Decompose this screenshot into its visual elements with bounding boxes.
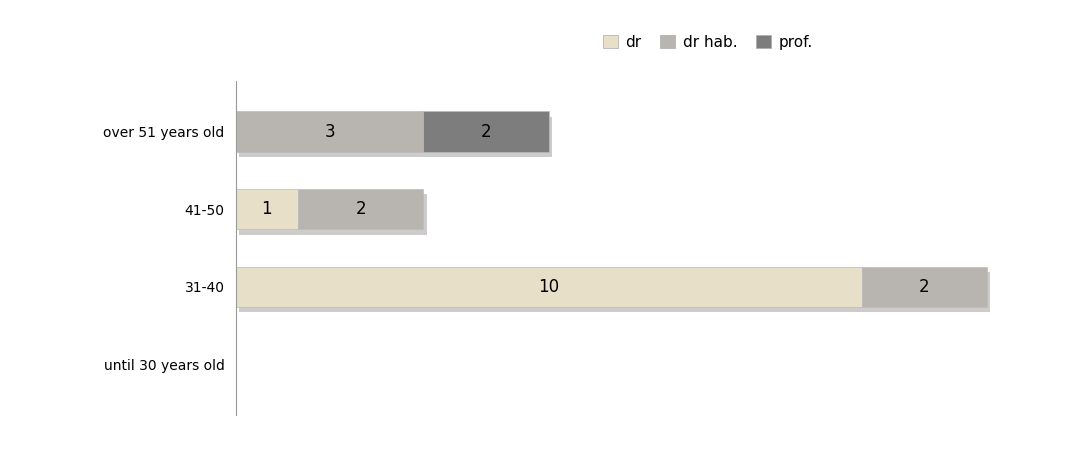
Text: 2: 2 <box>481 123 492 141</box>
Bar <box>239 194 426 235</box>
Text: 1: 1 <box>261 200 272 218</box>
Bar <box>239 272 990 313</box>
Bar <box>862 267 987 307</box>
Bar <box>423 111 548 152</box>
Text: 3: 3 <box>325 123 335 141</box>
Text: 2: 2 <box>919 278 930 296</box>
Bar <box>236 111 423 152</box>
Bar <box>236 267 862 307</box>
Bar <box>236 189 298 230</box>
Bar <box>298 189 423 230</box>
Bar <box>239 117 552 157</box>
Text: 2: 2 <box>356 200 366 218</box>
Text: 10: 10 <box>538 278 559 296</box>
Legend: dr, dr hab., prof.: dr, dr hab., prof. <box>597 29 819 56</box>
